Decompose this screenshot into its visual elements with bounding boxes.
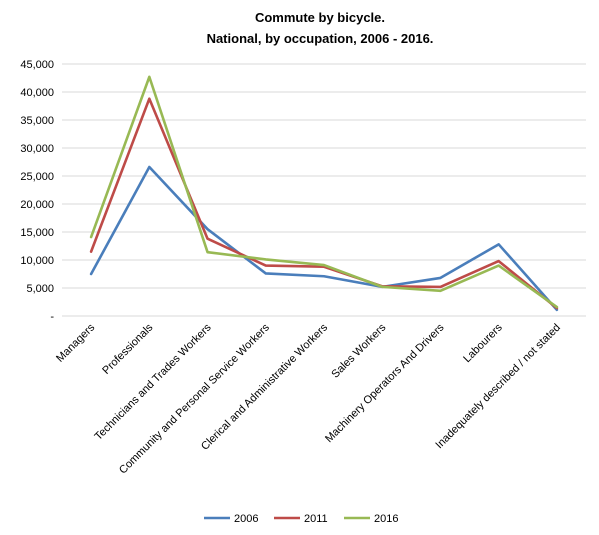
x-tick-label: Professionals <box>100 321 156 377</box>
y-tick-label: - <box>50 311 54 323</box>
chart-title: Commute by bicycle. <box>255 10 385 25</box>
x-tick-label: Managers <box>54 321 97 364</box>
series-lines <box>89 75 559 312</box>
x-tick-label: Labourers <box>461 321 505 365</box>
x-tick-label: Clerical and Administrative Workers <box>199 321 330 452</box>
chart-subtitle: National, by occupation, 2006 - 2016. <box>207 31 434 46</box>
x-tick-label: Machinery Operators And Drivers <box>323 321 447 445</box>
y-axis: - 5,000 10,000 15,000 20,000 25,000 30,000 35,0… <box>20 59 54 323</box>
x-tick-label: Technicians and Trades Workers <box>92 321 214 443</box>
y-tick-label: 5,000 <box>26 283 54 295</box>
legend: 2006 2011 2016 <box>204 513 398 525</box>
legend-label: 2011 <box>304 513 328 525</box>
legend-label: 2006 <box>234 513 258 525</box>
y-tick-label: 20,000 <box>20 199 54 211</box>
x-tick-label: Sales Workers <box>329 321 388 380</box>
y-tick-label: 30,000 <box>20 143 54 155</box>
series-line-2006 <box>89 165 559 312</box>
series-line-2011 <box>89 97 559 310</box>
y-tick-label: 35,000 <box>20 115 54 127</box>
gridlines <box>62 63 586 317</box>
y-tick-label: 45,000 <box>20 59 54 71</box>
y-tick-label: 15,000 <box>20 227 54 239</box>
y-tick-label: 40,000 <box>20 87 54 99</box>
y-tick-label: 25,000 <box>20 171 54 183</box>
series-line-2016 <box>89 75 559 309</box>
y-tick-label: 10,000 <box>20 255 54 267</box>
legend-label: 2016 <box>374 513 398 525</box>
x-tick-label: Inadequately described / not stated <box>433 322 563 452</box>
